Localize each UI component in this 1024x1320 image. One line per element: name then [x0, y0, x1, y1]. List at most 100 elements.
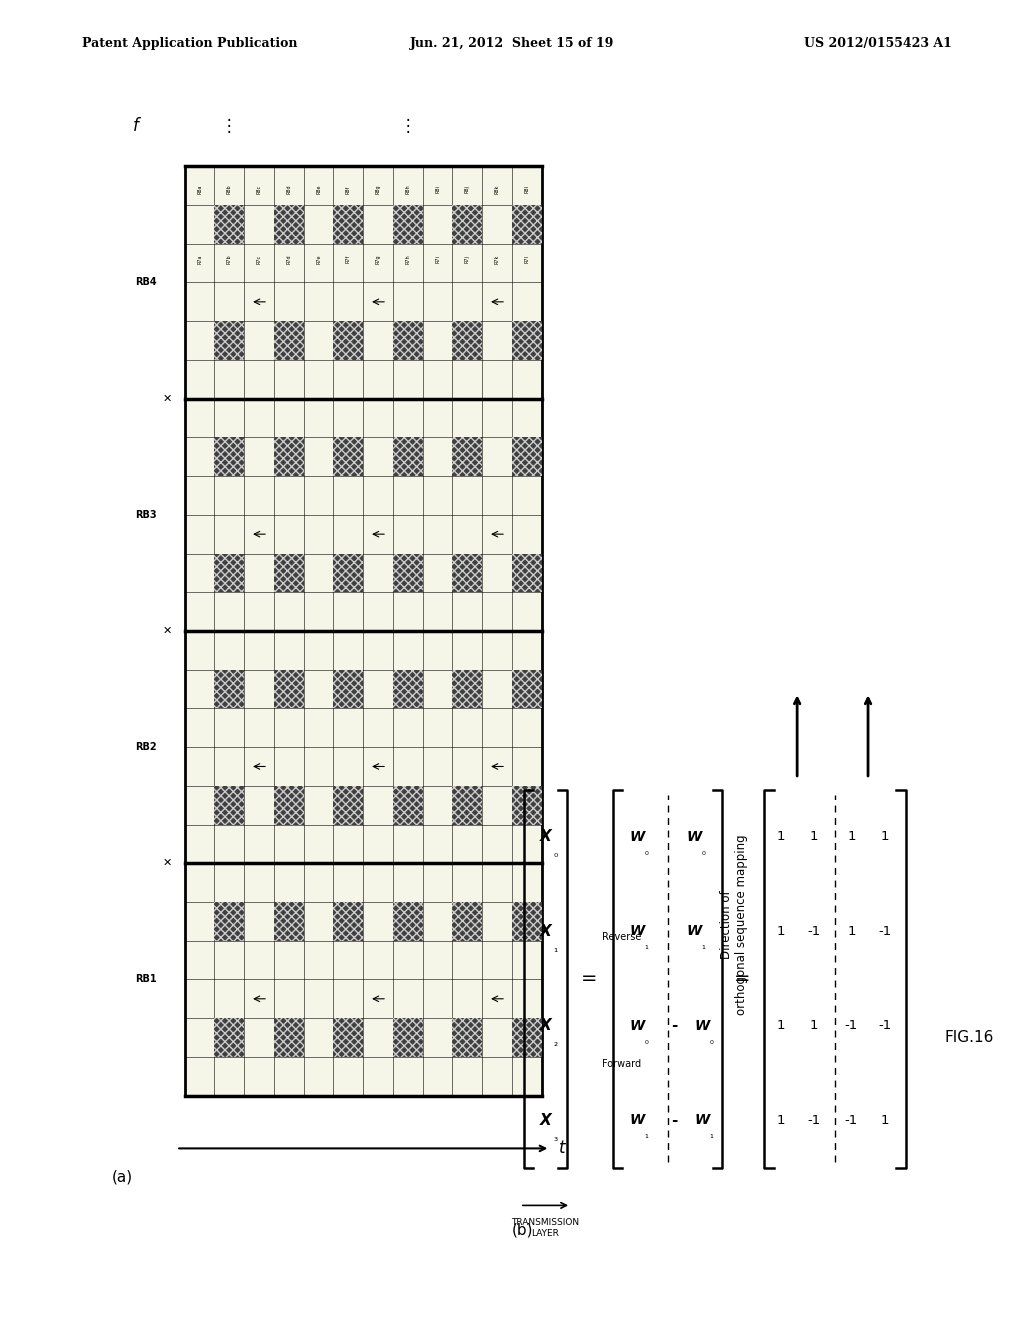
- Bar: [334, 437, 364, 477]
- Bar: [274, 553, 304, 593]
- Bar: [274, 669, 304, 709]
- Bar: [214, 785, 245, 825]
- Text: W: W: [630, 830, 645, 843]
- Bar: [512, 1018, 542, 1057]
- Text: R8a: R8a: [197, 185, 202, 194]
- Text: ₀: ₀: [701, 847, 706, 857]
- Bar: [334, 1018, 364, 1057]
- Text: R8k: R8k: [495, 185, 500, 194]
- Text: -: -: [671, 1113, 678, 1127]
- Bar: [334, 785, 364, 825]
- Text: R7e: R7e: [316, 255, 322, 264]
- Text: 1: 1: [881, 1114, 889, 1127]
- Bar: [274, 205, 304, 244]
- Text: R8i: R8i: [435, 186, 440, 194]
- Bar: [453, 669, 482, 709]
- Text: R7b: R7b: [227, 255, 231, 264]
- Bar: [334, 553, 364, 593]
- Text: ₁: ₁: [645, 1130, 648, 1140]
- Text: -1: -1: [878, 925, 891, 937]
- Bar: [393, 785, 423, 825]
- Text: 1: 1: [881, 830, 889, 843]
- Bar: [214, 785, 245, 825]
- Bar: [214, 669, 245, 709]
- Bar: [334, 785, 364, 825]
- Bar: [334, 321, 364, 360]
- Text: 1: 1: [776, 925, 784, 937]
- Bar: [453, 437, 482, 477]
- Text: R7d: R7d: [287, 255, 292, 264]
- Bar: [393, 669, 423, 709]
- Text: 1: 1: [776, 1019, 784, 1032]
- Bar: [334, 669, 364, 709]
- Text: Patent Application Publication: Patent Application Publication: [82, 37, 297, 50]
- Bar: [393, 437, 423, 477]
- Bar: [214, 553, 245, 593]
- Text: R8d: R8d: [287, 185, 292, 194]
- Bar: [334, 321, 364, 360]
- Bar: [512, 1018, 542, 1057]
- Text: ₂: ₂: [554, 1038, 558, 1048]
- Bar: [274, 437, 304, 477]
- Bar: [393, 553, 423, 593]
- Bar: [214, 321, 245, 360]
- Bar: [214, 205, 245, 244]
- Bar: [393, 205, 423, 244]
- Bar: [512, 321, 542, 360]
- Bar: [393, 1018, 423, 1057]
- Bar: [393, 205, 423, 244]
- Bar: [274, 669, 304, 709]
- Text: R8j: R8j: [465, 186, 470, 194]
- Text: =: =: [734, 969, 751, 989]
- Bar: [453, 205, 482, 244]
- Bar: [184, 166, 542, 1096]
- Bar: [274, 437, 304, 477]
- Text: f: f: [133, 116, 139, 135]
- Text: (b): (b): [512, 1222, 534, 1238]
- Text: FIG.16: FIG.16: [944, 1031, 993, 1045]
- Text: RB1: RB1: [135, 974, 157, 985]
- Text: ₁: ₁: [554, 944, 558, 953]
- Text: =: =: [581, 969, 597, 989]
- Bar: [214, 321, 245, 360]
- Text: R8b: R8b: [227, 185, 231, 194]
- Bar: [393, 669, 423, 709]
- Bar: [512, 205, 542, 244]
- Bar: [453, 902, 482, 941]
- Bar: [512, 669, 542, 709]
- Bar: [453, 553, 482, 593]
- Bar: [453, 669, 482, 709]
- Text: X: X: [540, 1018, 551, 1034]
- Bar: [334, 1018, 364, 1057]
- Bar: [334, 553, 364, 593]
- Bar: [214, 437, 245, 477]
- Bar: [274, 785, 304, 825]
- Text: -1: -1: [845, 1114, 858, 1127]
- Bar: [214, 669, 245, 709]
- Text: -1: -1: [807, 1114, 820, 1127]
- Text: R7k: R7k: [495, 255, 500, 264]
- Text: ₁: ₁: [710, 1130, 714, 1140]
- Bar: [393, 437, 423, 477]
- Text: R8l: R8l: [524, 186, 529, 194]
- Bar: [512, 553, 542, 593]
- Text: ₀: ₀: [554, 849, 558, 859]
- Text: ✕: ✕: [163, 393, 172, 404]
- Text: ₁: ₁: [701, 941, 706, 952]
- Text: -: -: [671, 1018, 678, 1034]
- Bar: [214, 1018, 245, 1057]
- Text: W: W: [630, 1113, 645, 1127]
- Bar: [274, 321, 304, 360]
- Text: 1: 1: [847, 925, 856, 937]
- Text: ₃: ₃: [554, 1133, 558, 1143]
- Bar: [512, 437, 542, 477]
- Text: R7i: R7i: [435, 255, 440, 263]
- Bar: [334, 902, 364, 941]
- Bar: [393, 785, 423, 825]
- Bar: [453, 785, 482, 825]
- Bar: [274, 902, 304, 941]
- Bar: [512, 553, 542, 593]
- Bar: [512, 785, 542, 825]
- Bar: [334, 669, 364, 709]
- Bar: [393, 902, 423, 941]
